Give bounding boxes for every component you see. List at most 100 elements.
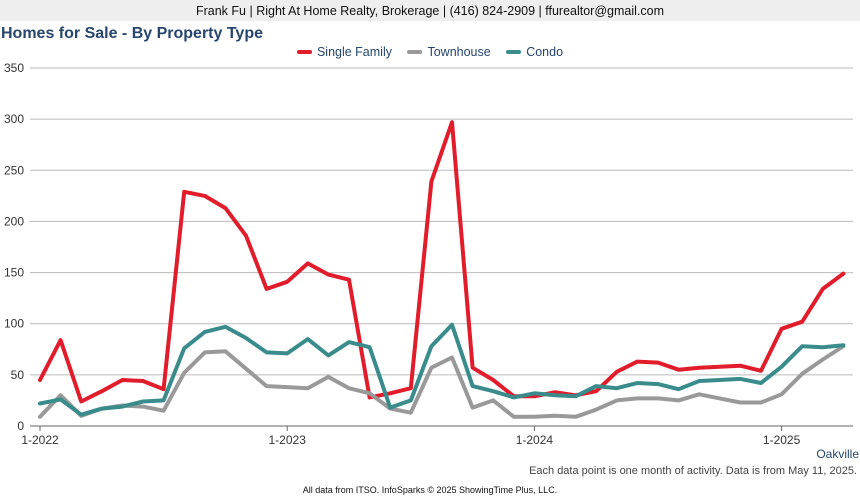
- data-point-townhouse[interactable]: [450, 356, 454, 360]
- data-point-single-family[interactable]: [59, 338, 63, 342]
- data-point-townhouse[interactable]: [553, 414, 557, 418]
- data-point-townhouse[interactable]: [285, 385, 289, 389]
- data-point-single-family[interactable]: [265, 287, 269, 291]
- data-point-condo[interactable]: [388, 406, 392, 410]
- data-point-condo[interactable]: [285, 351, 289, 355]
- data-point-townhouse[interactable]: [38, 415, 42, 419]
- data-point-single-family[interactable]: [306, 261, 310, 265]
- data-point-single-family[interactable]: [656, 361, 660, 365]
- data-point-single-family[interactable]: [800, 320, 804, 324]
- data-point-single-family[interactable]: [182, 190, 186, 194]
- series-line-single-family[interactable]: [38, 120, 846, 404]
- data-point-townhouse[interactable]: [59, 393, 63, 397]
- data-point-condo[interactable]: [615, 386, 619, 390]
- data-point-single-family[interactable]: [347, 278, 351, 282]
- data-point-townhouse[interactable]: [615, 398, 619, 402]
- data-point-single-family[interactable]: [821, 287, 825, 291]
- data-point-townhouse[interactable]: [223, 349, 227, 353]
- data-point-condo[interactable]: [821, 345, 825, 349]
- data-point-single-family[interactable]: [491, 378, 495, 382]
- data-point-townhouse[interactable]: [429, 366, 433, 370]
- data-point-townhouse[interactable]: [409, 411, 413, 415]
- data-point-single-family[interactable]: [780, 327, 784, 331]
- data-point-single-family[interactable]: [203, 194, 207, 198]
- data-point-condo[interactable]: [244, 336, 248, 340]
- data-point-townhouse[interactable]: [182, 371, 186, 375]
- data-point-single-family[interactable]: [79, 400, 83, 404]
- data-point-condo[interactable]: [491, 389, 495, 393]
- data-point-condo[interactable]: [223, 325, 227, 329]
- data-point-condo[interactable]: [656, 382, 660, 386]
- data-point-single-family[interactable]: [677, 368, 681, 372]
- data-point-single-family[interactable]: [409, 386, 413, 390]
- data-point-townhouse[interactable]: [326, 375, 330, 379]
- series-line-townhouse[interactable]: [38, 344, 846, 419]
- data-point-townhouse[interactable]: [203, 350, 207, 354]
- data-point-townhouse[interactable]: [800, 372, 804, 376]
- data-point-condo[interactable]: [471, 384, 475, 388]
- data-point-condo[interactable]: [326, 353, 330, 357]
- data-point-townhouse[interactable]: [306, 386, 310, 390]
- data-point-townhouse[interactable]: [265, 384, 269, 388]
- data-point-single-family[interactable]: [141, 379, 145, 383]
- data-point-condo[interactable]: [677, 387, 681, 391]
- data-point-condo[interactable]: [306, 337, 310, 341]
- data-point-condo[interactable]: [368, 345, 372, 349]
- data-point-townhouse[interactable]: [594, 408, 598, 412]
- data-point-condo[interactable]: [141, 400, 145, 404]
- data-point-condo[interactable]: [450, 323, 454, 327]
- data-point-townhouse[interactable]: [512, 415, 516, 419]
- data-point-single-family[interactable]: [429, 180, 433, 184]
- data-point-townhouse[interactable]: [368, 391, 372, 395]
- data-point-single-family[interactable]: [388, 391, 392, 395]
- data-point-single-family[interactable]: [223, 206, 227, 210]
- data-point-townhouse[interactable]: [656, 396, 660, 400]
- data-point-townhouse[interactable]: [141, 405, 145, 409]
- data-point-townhouse[interactable]: [244, 367, 248, 371]
- data-point-single-family[interactable]: [162, 387, 166, 391]
- data-point-townhouse[interactable]: [821, 358, 825, 362]
- data-point-condo[interactable]: [182, 346, 186, 350]
- data-point-condo[interactable]: [574, 394, 578, 398]
- data-point-condo[interactable]: [553, 393, 557, 397]
- data-point-single-family[interactable]: [326, 273, 330, 277]
- legend-item-townhouse[interactable]: Townhouse: [407, 45, 491, 59]
- data-point-condo[interactable]: [265, 350, 269, 354]
- data-point-single-family[interactable]: [615, 370, 619, 374]
- data-point-condo[interactable]: [759, 381, 763, 385]
- data-point-single-family[interactable]: [697, 366, 701, 370]
- data-point-condo[interactable]: [780, 365, 784, 369]
- data-point-single-family[interactable]: [450, 120, 454, 124]
- data-point-condo[interactable]: [409, 398, 413, 402]
- data-point-townhouse[interactable]: [635, 396, 639, 400]
- data-point-townhouse[interactable]: [738, 401, 742, 405]
- data-point-single-family[interactable]: [471, 366, 475, 370]
- data-point-townhouse[interactable]: [574, 415, 578, 419]
- data-point-single-family[interactable]: [100, 389, 104, 393]
- data-point-townhouse[interactable]: [780, 392, 784, 396]
- data-point-condo[interactable]: [738, 377, 742, 381]
- data-point-townhouse[interactable]: [759, 401, 763, 405]
- data-point-townhouse[interactable]: [471, 406, 475, 410]
- data-point-townhouse[interactable]: [718, 396, 722, 400]
- data-point-condo[interactable]: [120, 405, 124, 409]
- data-point-single-family[interactable]: [120, 378, 124, 382]
- series-line-condo[interactable]: [38, 322, 846, 417]
- data-point-condo[interactable]: [697, 379, 701, 383]
- data-point-condo[interactable]: [347, 340, 351, 344]
- data-point-townhouse[interactable]: [491, 398, 495, 402]
- data-point-condo[interactable]: [100, 407, 104, 411]
- data-point-condo[interactable]: [512, 395, 516, 399]
- data-point-condo[interactable]: [718, 378, 722, 382]
- data-point-condo[interactable]: [800, 344, 804, 348]
- data-point-townhouse[interactable]: [347, 386, 351, 390]
- data-point-condo[interactable]: [79, 413, 83, 417]
- data-point-condo[interactable]: [635, 381, 639, 385]
- data-point-townhouse[interactable]: [532, 415, 536, 419]
- data-point-townhouse[interactable]: [697, 392, 701, 396]
- data-point-townhouse[interactable]: [677, 398, 681, 402]
- data-point-condo[interactable]: [59, 397, 63, 401]
- data-point-single-family[interactable]: [285, 280, 289, 284]
- data-point-condo[interactable]: [429, 344, 433, 348]
- data-point-single-family[interactable]: [38, 378, 42, 382]
